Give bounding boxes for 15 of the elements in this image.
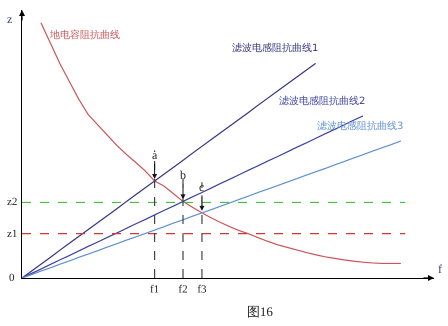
annotation: b — [180, 168, 186, 182]
series-label: 滤波电感阻抗曲线2 — [279, 95, 366, 107]
y-axis-title: z — [7, 12, 12, 26]
x-axis-title: f — [438, 262, 442, 276]
annotation: a — [152, 148, 158, 162]
text: 0 — [9, 272, 15, 284]
x-tick-label: f3 — [197, 283, 208, 296]
text: 图16 — [246, 304, 274, 320]
ref-line-label: z1 — [7, 228, 18, 240]
x-tick-label: f1 — [150, 283, 160, 296]
series-label: 滤波电感阻抗曲线1 — [232, 42, 318, 54]
x-tick-label: f2 — [178, 283, 188, 296]
annotation: c — [199, 180, 204, 194]
series-label: 地电容阻抗曲线 — [49, 29, 120, 41]
ref-line-label: z2 — [7, 196, 18, 208]
